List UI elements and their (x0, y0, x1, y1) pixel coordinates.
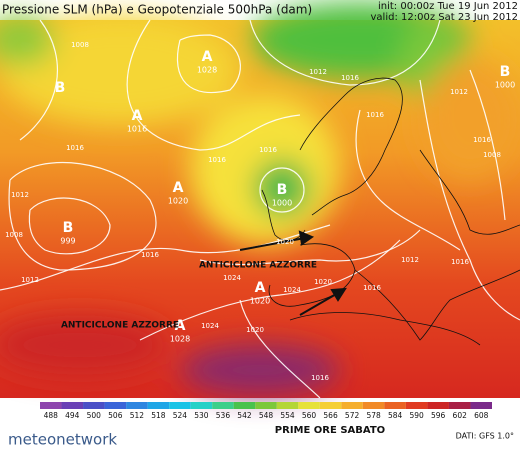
isobar-label: 1024 (223, 274, 241, 282)
isobar-label: 1016 (473, 136, 491, 144)
isobar-label: 1016 (208, 156, 226, 164)
data-source: DATI: GFS 1.0° (456, 432, 514, 441)
isobar-label: 1016 (363, 284, 381, 292)
colorbar-swatch (61, 402, 84, 409)
valid-time: valid: 12:00z Sat 23 Jun 2012 (371, 12, 518, 23)
center-letter: B (63, 220, 74, 236)
center-value: 1028 (197, 66, 217, 75)
colorbar-tick-label: 554 (280, 411, 295, 420)
center-value: 999 (60, 237, 75, 246)
colorbar-tick-label: 602 (453, 411, 468, 420)
init-time: init: 00:00z Tue 19 Jun 2012 (378, 1, 518, 12)
isobar-label: 1020 (246, 326, 264, 334)
colorbar-swatch (427, 402, 449, 409)
isobar-label: 1020 (314, 278, 332, 286)
colorbar-swatch (212, 402, 234, 409)
colorbar-swatch (341, 402, 363, 409)
colorbar-tick-label: 494 (65, 411, 80, 420)
isobar-label: 1012 (21, 276, 39, 284)
colorbar-tick-label: 524 (173, 411, 188, 420)
isobar-label: 1016 (66, 144, 84, 152)
center-value: 1020 (168, 197, 188, 206)
colorbar-swatch (104, 402, 127, 409)
center-letter: A (202, 49, 213, 65)
isobar-label: 1016 (311, 374, 329, 382)
colorbar-tick-label: 590 (410, 411, 425, 420)
colorbar-tick-label: 596 (431, 411, 446, 420)
isobar-label: 1008 (483, 151, 501, 159)
center-letter: A (132, 108, 143, 124)
colorbar-swatch (448, 402, 471, 409)
colorbar-swatch (384, 402, 406, 409)
map-title: Pressione SLM (hPa) e Geopotenziale 500h… (2, 3, 312, 17)
colorbar-tick-label: 518 (151, 411, 166, 420)
caption: PRIME ORE SABATO (275, 425, 385, 436)
colorbar-tick-label: 542 (237, 411, 252, 420)
center-letter: B (277, 182, 288, 198)
colorbar-tick-label: 506 (108, 411, 123, 420)
isobar-label: 1008 (71, 41, 89, 49)
colorbar-swatch (83, 402, 105, 409)
colorbar-tick-label: 536 (216, 411, 231, 420)
center-letter: B (55, 80, 66, 96)
colorbar-swatch (40, 402, 62, 409)
center-value: 1016 (127, 125, 147, 134)
colorbar-swatch (276, 402, 299, 409)
center-letter: A (173, 180, 184, 196)
center-value: 1000 (272, 199, 292, 208)
colorbar-swatch (470, 402, 492, 409)
colorbar-swatch (405, 402, 428, 409)
colorbar-swatch (147, 402, 170, 409)
colorbar-tick-label: 500 (87, 411, 102, 420)
colorbar-tick-label: 530 (194, 411, 209, 420)
logo: meteonetwork (8, 431, 117, 449)
colorbar-tick-label: 566 (323, 411, 338, 420)
annotation: ANTICICLONE AZZORRE (199, 261, 317, 271)
center-value: 1028 (170, 335, 190, 344)
isobar-label: 1024 (201, 322, 219, 330)
colorbar-tick-label: 578 (366, 411, 381, 420)
colorbar-swatch (298, 402, 320, 409)
isobar-label: 1016 (451, 258, 469, 266)
arrows (239, 230, 347, 316)
colorbar-swatch (362, 402, 385, 409)
isobar-label: 1020 (276, 238, 294, 246)
annotation: ANTICICLONE AZZORRE (61, 321, 179, 331)
isobar-label: 1024 (283, 286, 301, 294)
colorbar-tick-label: 572 (345, 411, 360, 420)
colorbar-swatch (169, 402, 191, 409)
isobar-label: 1016 (259, 146, 277, 154)
isobar-label: 1012 (11, 191, 29, 199)
isobar-label: 1016 (341, 74, 359, 82)
center-letter: B (500, 64, 511, 80)
center-value: 1000 (495, 81, 515, 90)
colorbar-tick-label: 584 (388, 411, 403, 420)
colorbar-tick-label: 488 (44, 411, 59, 420)
center-letter: A (175, 318, 186, 334)
colorbar-swatch (255, 402, 277, 409)
isobar-label: 1008 (5, 231, 23, 239)
colorbar-tick-label: 560 (302, 411, 317, 420)
isobar-label: 1016 (366, 111, 384, 119)
map (0, 2, 520, 399)
isobar-label: 1012 (450, 88, 468, 96)
center-letter: A (255, 280, 266, 296)
colorbar-swatch (233, 402, 256, 409)
colorbar-swatch (126, 402, 148, 409)
colorbar-tick-label: 548 (259, 411, 274, 420)
isobar-label: 1012 (309, 68, 327, 76)
colorbar-tick-label: 608 (474, 411, 489, 420)
colorbar-tick-label: 512 (130, 411, 145, 420)
colorbar-swatch (319, 402, 342, 409)
isobar-label: 1012 (401, 256, 419, 264)
isobar-label: 1016 (141, 251, 159, 259)
colorbar-swatch (190, 402, 213, 409)
center-value: 1020 (250, 297, 270, 306)
